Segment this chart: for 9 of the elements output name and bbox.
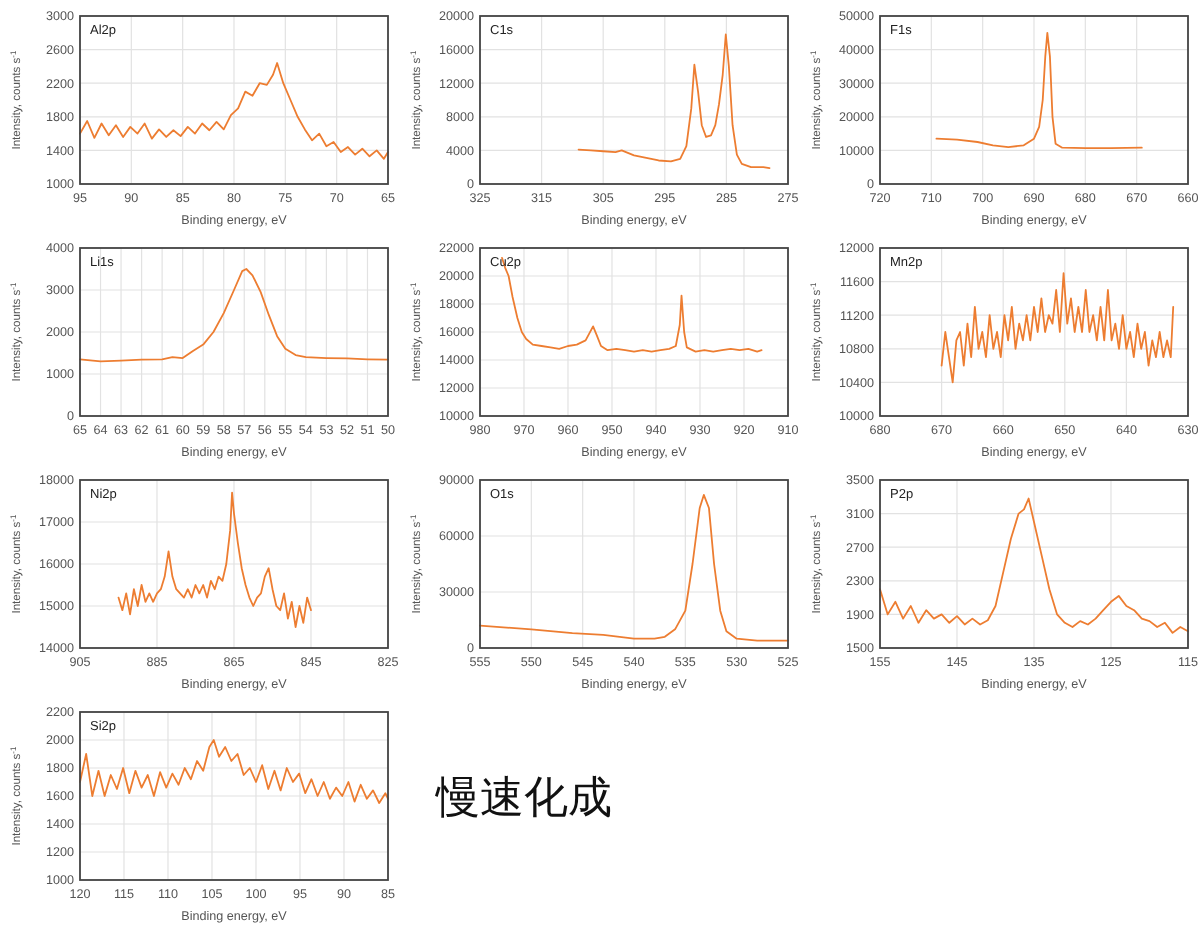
line-series <box>940 272 1175 384</box>
line-series <box>79 62 389 160</box>
line-series <box>879 497 1189 634</box>
line-series <box>79 739 389 804</box>
text: 慢速化成 <box>434 774 612 824</box>
line-series <box>577 33 771 169</box>
line-series <box>117 491 312 628</box>
line-series <box>79 268 389 363</box>
line-series <box>935 31 1143 149</box>
